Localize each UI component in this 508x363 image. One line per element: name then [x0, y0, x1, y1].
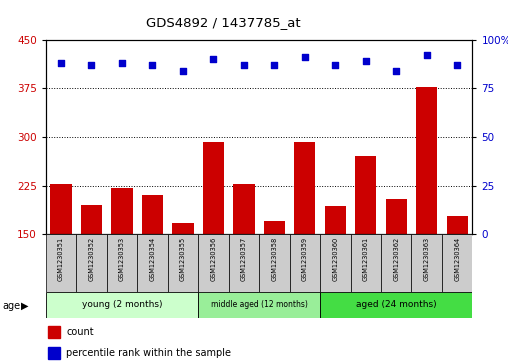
Bar — [381, 234, 411, 292]
Text: ▶: ▶ — [21, 301, 29, 311]
Text: GSM1230355: GSM1230355 — [180, 237, 186, 281]
Bar — [81, 205, 102, 331]
Point — [423, 53, 431, 58]
Text: GSM1230352: GSM1230352 — [88, 237, 94, 281]
Point — [453, 62, 461, 68]
Bar — [168, 234, 198, 292]
Bar — [76, 234, 107, 292]
Text: GSM1230360: GSM1230360 — [332, 237, 338, 281]
Bar — [229, 234, 259, 292]
Point — [87, 62, 96, 68]
Point — [118, 60, 126, 66]
Text: count: count — [66, 327, 94, 337]
Bar — [137, 234, 168, 292]
Text: GSM1230356: GSM1230356 — [210, 237, 216, 281]
Bar — [48, 347, 60, 359]
Point — [179, 68, 187, 74]
Bar — [46, 234, 76, 292]
Point — [240, 62, 248, 68]
Text: percentile rank within the sample: percentile rank within the sample — [66, 348, 231, 358]
Point — [148, 62, 156, 68]
Bar — [411, 234, 442, 292]
Bar — [48, 326, 60, 338]
Bar — [294, 142, 315, 331]
Point — [362, 58, 370, 64]
Point — [301, 54, 309, 60]
Text: GSM1230362: GSM1230362 — [393, 237, 399, 281]
Point — [331, 62, 339, 68]
Text: aged (24 months): aged (24 months) — [356, 301, 436, 309]
Bar — [111, 188, 133, 331]
Bar — [142, 195, 163, 331]
Bar — [107, 234, 137, 292]
Bar — [442, 234, 472, 292]
Point — [57, 60, 65, 66]
Text: young (2 months): young (2 months) — [82, 301, 162, 309]
Bar — [447, 216, 468, 331]
Point — [209, 56, 217, 62]
Text: GSM1230353: GSM1230353 — [119, 237, 125, 281]
Text: GSM1230363: GSM1230363 — [424, 237, 430, 281]
Point — [392, 68, 400, 74]
Text: GSM1230364: GSM1230364 — [454, 237, 460, 281]
Text: middle aged (12 months): middle aged (12 months) — [211, 301, 307, 309]
Bar — [320, 292, 472, 318]
Text: GSM1230354: GSM1230354 — [149, 237, 155, 281]
Bar — [320, 234, 351, 292]
Bar — [50, 184, 72, 331]
Bar — [264, 221, 285, 331]
Bar — [198, 292, 320, 318]
Bar — [203, 142, 224, 331]
Text: GDS4892 / 1437785_at: GDS4892 / 1437785_at — [146, 16, 301, 29]
Text: GSM1230351: GSM1230351 — [58, 237, 64, 281]
Bar — [416, 86, 437, 331]
Bar — [325, 206, 346, 331]
Bar — [46, 292, 198, 318]
Text: GSM1230357: GSM1230357 — [241, 237, 247, 281]
Text: age: age — [3, 301, 21, 311]
Point — [270, 62, 278, 68]
Bar — [290, 234, 320, 292]
Text: GSM1230358: GSM1230358 — [271, 237, 277, 281]
Bar — [172, 223, 194, 331]
Bar — [198, 234, 229, 292]
Bar — [355, 156, 376, 331]
Text: GSM1230359: GSM1230359 — [302, 237, 308, 281]
Bar — [386, 199, 407, 331]
Text: GSM1230361: GSM1230361 — [363, 237, 369, 281]
Bar — [259, 234, 290, 292]
Bar — [351, 234, 381, 292]
Bar — [233, 184, 255, 331]
